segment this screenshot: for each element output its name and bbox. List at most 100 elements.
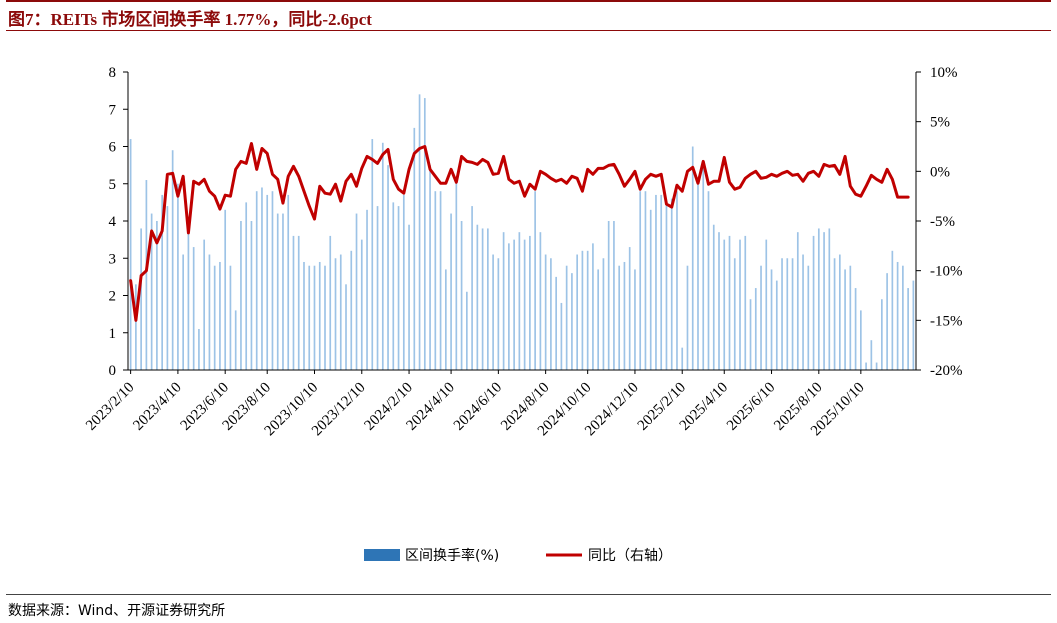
turnover-bar (166, 206, 169, 370)
turnover-bar (760, 265, 762, 370)
left-tick-label: 1 (109, 326, 117, 342)
turnover-bar (613, 221, 615, 370)
turnover-bar (313, 265, 316, 370)
turnover-bar (387, 165, 389, 371)
left-tick-label: 3 (109, 251, 117, 267)
turnover-bar (660, 194, 663, 370)
turnover-bar (192, 247, 195, 370)
right-tick-label: -20% (930, 363, 963, 379)
turnover-bar (912, 280, 915, 370)
turnover-bar (423, 98, 426, 370)
turnover-bar (455, 180, 458, 370)
turnover-bar (240, 221, 242, 370)
turnover-bar (849, 265, 852, 370)
right-axis-ticks: 10% 5% 0% -5% -10% -15% -20% (916, 65, 963, 379)
turnover-bar (177, 183, 179, 370)
turnover-bar (581, 250, 584, 370)
turnover-bar (860, 310, 862, 370)
turnover-bar (376, 206, 379, 370)
right-tick-label: 0% (930, 164, 950, 180)
turnover-bar (602, 258, 605, 370)
source-rule (6, 594, 1051, 595)
turnover-bar (639, 191, 642, 370)
turnover-bar (749, 299, 752, 370)
turnover-bar (875, 362, 878, 370)
turnover-bar (508, 243, 510, 370)
turnover-bar (334, 258, 337, 370)
turnover-bar (308, 265, 311, 370)
turnover-bar (303, 261, 305, 370)
turnover-bar (402, 194, 405, 370)
right-tick-label: -15% (930, 313, 963, 329)
turnover-bar (350, 250, 353, 370)
turnover-bar (276, 213, 279, 370)
turnover-bar (907, 288, 909, 370)
turnover-chart: 8 7 6 5 4 3 2 1 0 10% 5% 0% -5% -10% -15% -20% 2023/2/… (83, 65, 963, 564)
turnover-bar (203, 239, 206, 371)
turnover-bar (628, 247, 631, 370)
yoy-line-series (129, 142, 910, 322)
turnover-bar (655, 194, 657, 370)
turnover-bar (476, 224, 479, 370)
turnover-bar (471, 206, 473, 370)
turnover-bar (555, 276, 557, 371)
turnover-bar (786, 258, 789, 370)
turnover-bar (634, 269, 636, 370)
turnover-bar (597, 269, 600, 370)
turnover-bar (781, 258, 783, 370)
turnover-bar (686, 265, 689, 370)
x-tick-label: 2023/2/10 (83, 380, 137, 434)
turnover-bar (355, 213, 358, 370)
left-tick-label: 6 (109, 140, 117, 156)
x-tick-label: 2024/6/10 (451, 380, 505, 434)
turnover-bar (234, 310, 237, 370)
bar-series (129, 94, 915, 371)
turnover-bar (886, 273, 888, 370)
turnover-bar (171, 150, 174, 370)
source-note: 数据来源：Wind、开源证券研究所 (8, 603, 226, 619)
turnover-bar (807, 265, 810, 370)
turnover-bar (812, 235, 815, 370)
turnover-bar (544, 254, 547, 370)
turnover-bar (576, 254, 578, 370)
turnover-bar (513, 239, 515, 371)
turnover-bar (250, 221, 253, 370)
turnover-bar (728, 235, 731, 370)
turnover-bar (487, 228, 489, 370)
turnover-bar (245, 202, 248, 371)
legend-line-label: 同比（右轴） (588, 548, 672, 564)
turnover-bar (397, 206, 400, 370)
turnover-bar (198, 329, 200, 370)
turnover-bar (255, 191, 258, 370)
turnover-bar (902, 265, 904, 370)
left-tick-label: 5 (109, 177, 117, 193)
turnover-bar (413, 127, 416, 371)
turnover-bar (770, 269, 773, 370)
right-tick-label: 5% (930, 115, 950, 131)
turnover-bar (408, 224, 410, 370)
turnover-bar (492, 254, 494, 370)
turnover-bar (229, 265, 232, 370)
turnover-bar (560, 302, 563, 370)
turnover-bar (550, 258, 552, 370)
left-tick-label: 2 (109, 289, 117, 305)
x-tick-label: 2023/4/10 (130, 380, 184, 434)
turnover-bar (297, 235, 300, 370)
turnover-bar (586, 250, 589, 370)
turnover-bar (187, 224, 190, 370)
turnover-bar (292, 235, 295, 370)
turnover-bar (644, 191, 647, 370)
turnover-bar (381, 142, 384, 370)
legend-bar-swatch (364, 549, 400, 561)
turnover-bar (817, 228, 820, 370)
turnover-bar (565, 265, 568, 370)
turnover-bar (318, 261, 321, 370)
left-tick-label: 7 (109, 102, 117, 118)
turnover-bar (739, 239, 741, 371)
turnover-bar (733, 258, 736, 370)
turnover-bar (665, 202, 668, 371)
left-tick-label: 0 (109, 363, 117, 379)
turnover-bar (324, 265, 326, 370)
turnover-bar (870, 340, 873, 370)
turnover-bar (266, 194, 269, 370)
